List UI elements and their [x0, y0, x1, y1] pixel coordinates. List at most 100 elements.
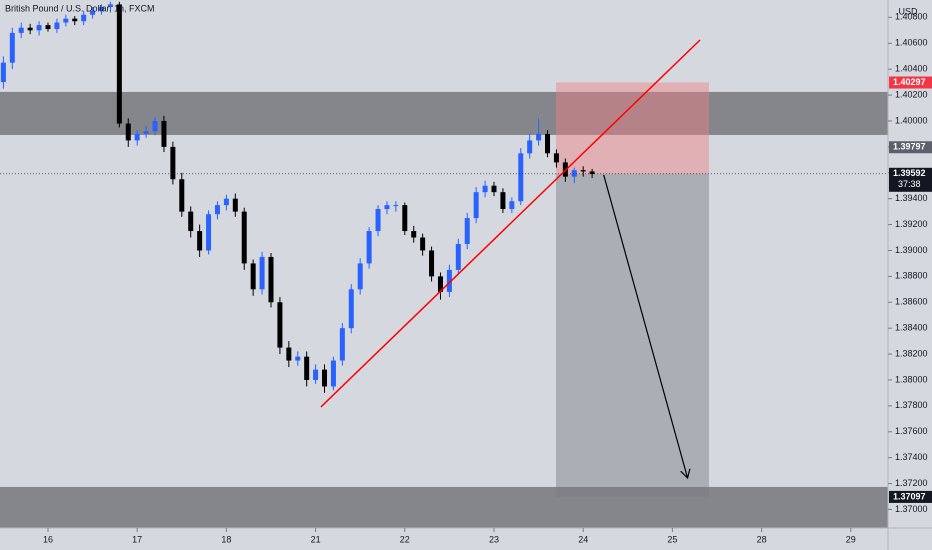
candle-body — [402, 205, 408, 232]
x-tick-label: 24 — [578, 534, 588, 544]
candle-body — [464, 218, 470, 244]
x-tick-label: 22 — [400, 534, 410, 544]
currency: USD — [898, 6, 918, 16]
candle-body — [553, 153, 559, 163]
candle-body — [125, 123, 131, 141]
y-tick-label: 1.38600 — [895, 297, 928, 307]
candle-body — [500, 192, 506, 210]
y-tick-label: 1.37600 — [895, 426, 928, 436]
candle-body — [589, 171, 595, 175]
candle-body — [223, 198, 229, 206]
candle-body — [446, 269, 452, 292]
candle-body — [536, 133, 542, 141]
arrow — [603, 174, 688, 478]
candle-body — [45, 25, 51, 30]
candle-body — [152, 120, 158, 132]
candle-body — [304, 356, 310, 380]
y-tick-label: 1.40400 — [895, 64, 928, 74]
price-label-bg — [889, 76, 932, 89]
zone — [0, 486, 888, 528]
candle-body — [36, 25, 42, 31]
candle-body — [411, 231, 417, 238]
candle-body — [313, 369, 319, 380]
candle-body — [116, 4, 122, 124]
candle-body — [330, 360, 336, 387]
candle-body — [161, 120, 167, 147]
chart-title: British Pound / U.S. Dollar, 1h, FXCM — [5, 3, 155, 13]
candle-body — [268, 256, 274, 303]
candle-body — [27, 27, 33, 31]
x-tick-label: 29 — [846, 534, 856, 544]
candle-body — [473, 192, 479, 219]
y-tick-label: 1.40200 — [895, 89, 928, 99]
candle-body — [527, 140, 533, 154]
x-tick-label: 17 — [132, 534, 142, 544]
y-tick-label: 1.39200 — [895, 219, 928, 229]
price-label-bg — [889, 490, 932, 503]
candle-body — [571, 170, 577, 177]
candle-body — [18, 27, 24, 33]
y-tick-label: 1.40600 — [895, 38, 928, 48]
candle-body — [143, 131, 149, 134]
candle-body — [72, 18, 78, 22]
candle-body — [241, 211, 247, 264]
candle-body — [420, 237, 426, 251]
candle-body — [518, 153, 524, 202]
y-tick-label: 1.40800 — [895, 12, 928, 22]
y-tick-label: 1.39000 — [895, 245, 928, 255]
candle-body — [491, 185, 497, 193]
candle-body — [134, 133, 140, 141]
x-tick-label: 25 — [667, 534, 677, 544]
candle-body — [429, 250, 435, 277]
candle-body — [90, 10, 96, 15]
candle-body — [322, 369, 328, 387]
candle-body — [63, 18, 69, 23]
x-tick-label: 28 — [757, 534, 767, 544]
x-tick-label: 21 — [311, 534, 321, 544]
candle-body — [179, 179, 185, 212]
y-tick-label: 1.40000 — [895, 115, 928, 125]
x-tick-label: 18 — [221, 534, 231, 544]
trendline — [320, 39, 701, 408]
candle-body — [545, 133, 551, 154]
candle-body — [170, 146, 176, 180]
target-box — [555, 173, 709, 497]
candle-body — [107, 4, 113, 7]
price-label: 1.37097 — [893, 491, 926, 501]
candle-body — [197, 231, 203, 251]
y-tick-label: 1.37000 — [895, 504, 928, 514]
y-tick-label: 1.39400 — [895, 193, 928, 203]
candle-body — [482, 185, 488, 193]
candle-body — [437, 276, 443, 292]
candle-body — [250, 263, 256, 290]
candle-body — [295, 356, 301, 361]
candle-body — [375, 209, 381, 232]
y-tick-label: 1.38400 — [895, 323, 928, 333]
price-label: 1.39797 — [893, 142, 926, 152]
price-label-bg — [889, 141, 932, 154]
countdown: 37:38 — [898, 179, 921, 189]
candle-body — [259, 256, 265, 290]
candle-body — [348, 289, 354, 329]
candle-body — [206, 214, 212, 251]
candle-body — [580, 170, 586, 172]
candle-body — [9, 32, 15, 63]
stop-box — [555, 82, 709, 174]
candle-body — [0, 62, 6, 83]
candle-body — [232, 198, 238, 212]
candle-body — [366, 231, 372, 264]
price-label-bg — [889, 167, 932, 192]
candle-body — [384, 205, 390, 210]
candle-body — [54, 22, 60, 30]
candle-body — [99, 6, 105, 11]
x-tick-label: 23 — [489, 534, 499, 544]
candle-body — [286, 347, 292, 361]
y-tick-label: 1.37400 — [895, 452, 928, 462]
x-tick-label: 16 — [43, 534, 53, 544]
candle-body — [339, 328, 345, 361]
candle-body — [214, 205, 220, 215]
y-tick-label: 1.38800 — [895, 271, 928, 281]
candle-body — [509, 201, 515, 210]
